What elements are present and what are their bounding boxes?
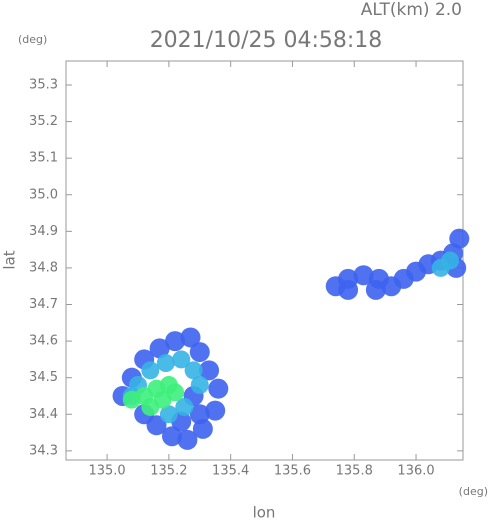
x-tick-label: 135.8 xyxy=(336,464,373,479)
echo-cell xyxy=(175,397,194,416)
x-tick-label: 136.0 xyxy=(397,464,434,479)
echo-cell xyxy=(149,338,170,359)
echo-cell xyxy=(159,405,178,424)
x-axis-label: lon xyxy=(253,504,276,521)
echo-cell xyxy=(189,342,210,363)
y-tick-label: 35.3 xyxy=(29,78,58,93)
y-tick-label: 34.5 xyxy=(29,370,58,385)
plot-frame xyxy=(65,60,464,461)
y-unit: (deg) xyxy=(18,33,47,46)
echo-cell xyxy=(172,350,191,369)
echo-cell xyxy=(205,400,226,421)
y-tick-label: 34.6 xyxy=(29,334,58,349)
echo-cell xyxy=(165,331,186,352)
echo-cell xyxy=(441,251,460,270)
x-unit: (deg) xyxy=(459,485,488,498)
echo-cell xyxy=(184,361,203,380)
y-tick-label: 34.8 xyxy=(29,260,58,275)
chart-title: 2021/10/25 04:58:18 xyxy=(150,28,383,53)
echo-cell xyxy=(161,426,182,447)
altitude: ALT(km) 2.0 xyxy=(361,0,462,20)
echo-cell xyxy=(156,354,175,373)
echo-cell xyxy=(449,228,470,249)
echo-cell xyxy=(353,265,374,286)
echo-cell xyxy=(166,383,185,402)
y-tick-label: 35.1 xyxy=(29,151,58,166)
y-tick-label: 34.9 xyxy=(29,224,58,239)
y-tick-label: 35.0 xyxy=(29,187,58,202)
y-tick-label: 34.7 xyxy=(29,297,58,312)
echo-cell xyxy=(338,279,359,300)
echo-cell xyxy=(365,279,386,300)
echo-cell xyxy=(189,404,210,425)
echo-cell xyxy=(199,360,220,381)
echo-cell xyxy=(141,361,160,380)
x-tick-label: 135.0 xyxy=(88,464,125,479)
echo-cell xyxy=(177,429,198,450)
echo-cell xyxy=(180,327,201,348)
echo-cell xyxy=(190,376,209,394)
echo-cell xyxy=(208,378,229,399)
y-tick-label: 34.3 xyxy=(29,443,58,458)
y-tick-label: 35.2 xyxy=(29,114,58,129)
y-axis-label: lat xyxy=(1,250,19,269)
x-tick-label: 135.4 xyxy=(212,464,249,479)
y-tick-label: 34.4 xyxy=(29,407,58,422)
x-tick-label: 135.2 xyxy=(150,464,187,479)
x-tick-label: 135.6 xyxy=(274,464,311,479)
